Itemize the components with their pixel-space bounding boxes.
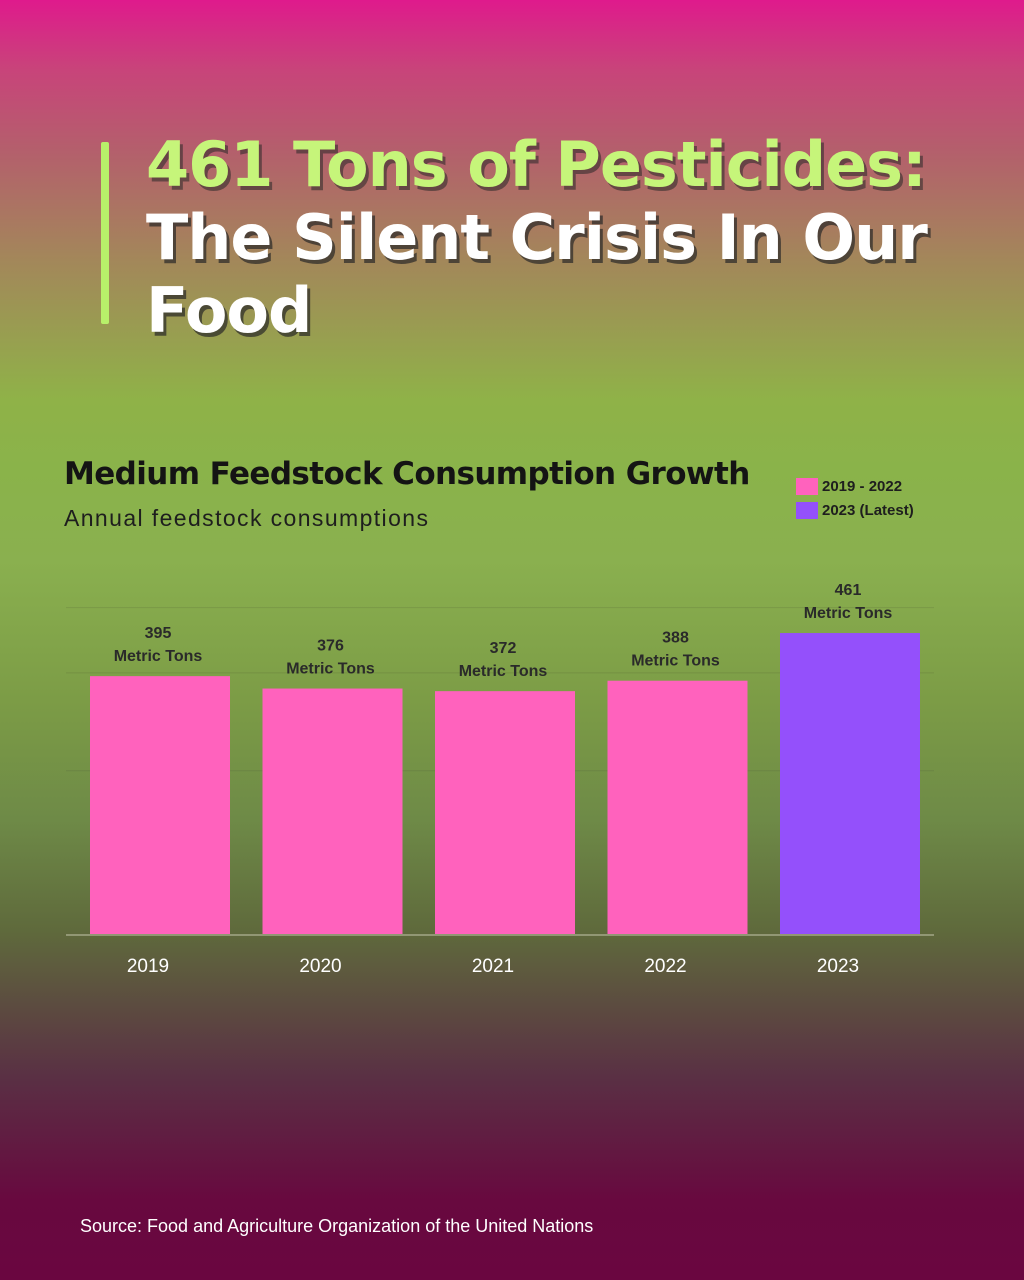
unit-label-2021: Metric Tons [459, 663, 548, 680]
x-tick-2021: 2021 [472, 956, 514, 977]
value-label-2022: 388 [662, 630, 689, 647]
bar-2020 [262, 688, 403, 934]
value-label-2023: 461 [835, 582, 862, 599]
bar-chart: 395 Metric Tons 2019 376 Metric Tons 2020 372 M… [66, 582, 934, 977]
page-title: 461 Tons of Pesticides: The Silent Crisi… [146, 128, 986, 347]
title-line-1: 461 Tons of Pesticides: [146, 128, 927, 201]
legend-label-latest: 2023 (Latest) [822, 501, 914, 519]
x-tick-2023: 2023 [817, 956, 859, 977]
unit-label-2022: Metric Tons [631, 653, 720, 670]
chart-legend: 2019 - 2022 2023 (Latest) [796, 474, 914, 522]
x-tick-2019: 2019 [127, 956, 169, 977]
value-label-2021: 372 [490, 640, 517, 657]
value-label-2019: 395 [145, 625, 172, 642]
legend-swatch-past [796, 477, 818, 495]
unit-label-2019: Metric Tons [114, 648, 203, 665]
legend-label-past: 2019 - 2022 [822, 477, 903, 495]
source-credit: Source: Food and Agriculture Organizatio… [80, 1216, 594, 1236]
unit-label-2020: Metric Tons [286, 661, 375, 678]
value-label-2020: 376 [317, 638, 344, 655]
legend-item-latest: 2023 (Latest) [796, 498, 914, 522]
chart-title: Medium Feedstock Consumption Growth [64, 456, 750, 492]
x-tick-2020: 2020 [299, 956, 341, 977]
title-line-2: The Silent Crisis In Our Food [146, 201, 928, 347]
chart-subtitle: Annual feedstock consumptions [64, 505, 430, 531]
unit-label-2023: Metric Tons [804, 605, 893, 622]
legend-swatch-latest [796, 501, 818, 519]
legend-item-past: 2019 - 2022 [796, 474, 914, 498]
title-accent-bar [101, 142, 109, 324]
x-tick-2022: 2022 [644, 956, 686, 977]
bar-2022 [607, 680, 748, 934]
bar-2019 [90, 676, 230, 934]
bar-2023 [780, 633, 920, 934]
bar-2021 [435, 691, 575, 934]
